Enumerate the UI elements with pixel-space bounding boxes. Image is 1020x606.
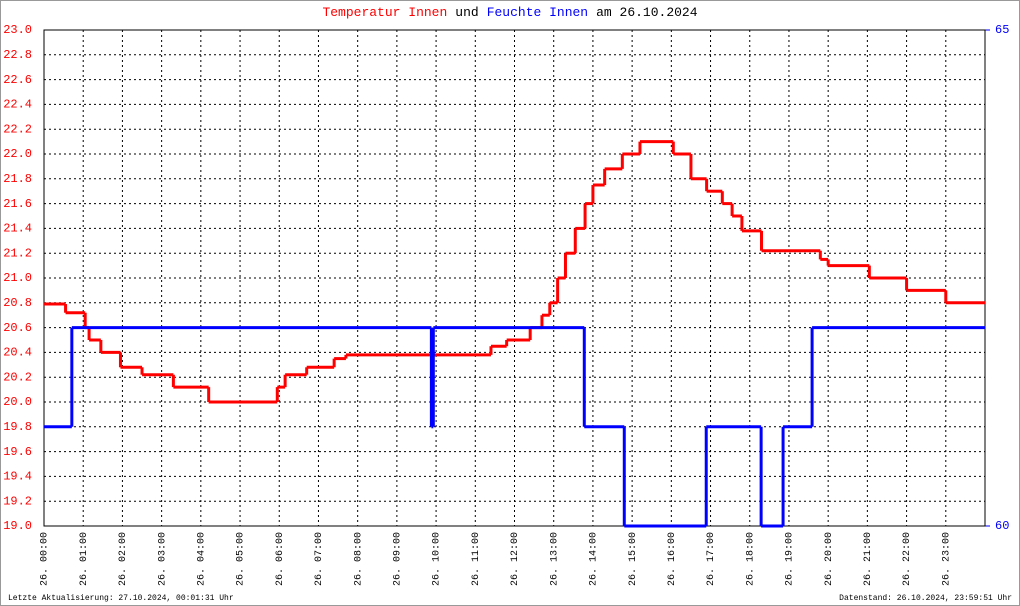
x-tick-label: 26. 07:00 [314,532,325,586]
y-tick-label: 21.8 [3,172,32,186]
y-tick-label: 19.8 [3,420,32,434]
y-tick-label: 22.4 [3,98,32,112]
y-tick-label: 19.0 [3,519,32,533]
x-tick-label: 26. 11:00 [471,532,482,586]
y-tick-label: 21.0 [3,271,32,285]
y-tick-label: 20.8 [3,296,32,310]
x-tick-label: 26. 05:00 [236,532,247,586]
x-tick-label: 26. 10:00 [432,532,443,586]
y-tick-label: 20.4 [3,346,32,360]
x-tick-label: 26. 12:00 [510,532,521,586]
y-tick-label: 22.0 [3,147,32,161]
x-tick-label: 26. 22:00 [902,532,913,586]
plot-border [43,29,986,527]
x-tick-label: 26. 21:00 [863,532,874,586]
title-suffix: am 26.10.2024 [596,5,698,20]
y2-tick-label: 60 [995,519,1009,533]
y-tick-label: 19.4 [3,470,32,484]
x-tick-label: 26. 02:00 [118,532,129,586]
x-tick-label: 26. 04:00 [196,532,207,586]
title-series-1: Temperatur Innen [322,5,447,20]
x-tick-label: 26. 16:00 [667,532,678,586]
x-tick-label: 26. 01:00 [79,532,90,586]
x-tick-label: 26. 08:00 [353,532,364,586]
x-tick-label: 26. 13:00 [549,532,560,586]
y-tick-label: 19.6 [3,445,32,459]
y-tick-label: 22.2 [3,122,32,136]
y-tick-label: 21.2 [3,246,32,260]
x-tick-label: 26. 14:00 [589,532,600,586]
title-connector: und [455,5,478,20]
chart-title: Temperatur Innen und Feuchte Innen am 26.10… [322,5,697,20]
y-tick-label: 22.6 [3,73,32,87]
x-tick-label: 26. 09:00 [393,532,404,586]
x-tick-label: 26. 00:00 [40,532,51,586]
x-tick-label: 26. 19:00 [785,532,796,586]
x-tick-label: 26. 06:00 [275,532,286,586]
footer-left: Letzte Aktualisierung: 27.10.2024, 00:01… [8,594,234,603]
x-tick-label: 26. 20:00 [824,532,835,586]
x-tick-label: 26. 18:00 [745,532,756,586]
x-tick-label: 26. 03:00 [157,532,168,586]
y-tick-label: 19.2 [3,494,32,508]
x-tick-label: 26. 23:00 [941,532,952,586]
footer-right: Datenstand: 26.10.2024, 23:59:51 Uhr [839,594,1012,603]
y-tick-label: 20.0 [3,395,32,409]
y2-tick-label: 65 [995,23,1009,37]
y-tick-label: 23.0 [3,23,32,37]
y-tick-label: 22.8 [3,48,32,62]
y-tick-label: 20.2 [3,370,32,384]
x-tick-label: 26. 17:00 [706,532,717,586]
title-series-2: Feuchte Innen [487,5,588,20]
x-tick-label: 26. 15:00 [628,532,639,586]
y-tick-label: 21.6 [3,197,32,211]
y-tick-label: 20.6 [3,321,32,335]
y-tick-label: 21.4 [3,222,32,236]
